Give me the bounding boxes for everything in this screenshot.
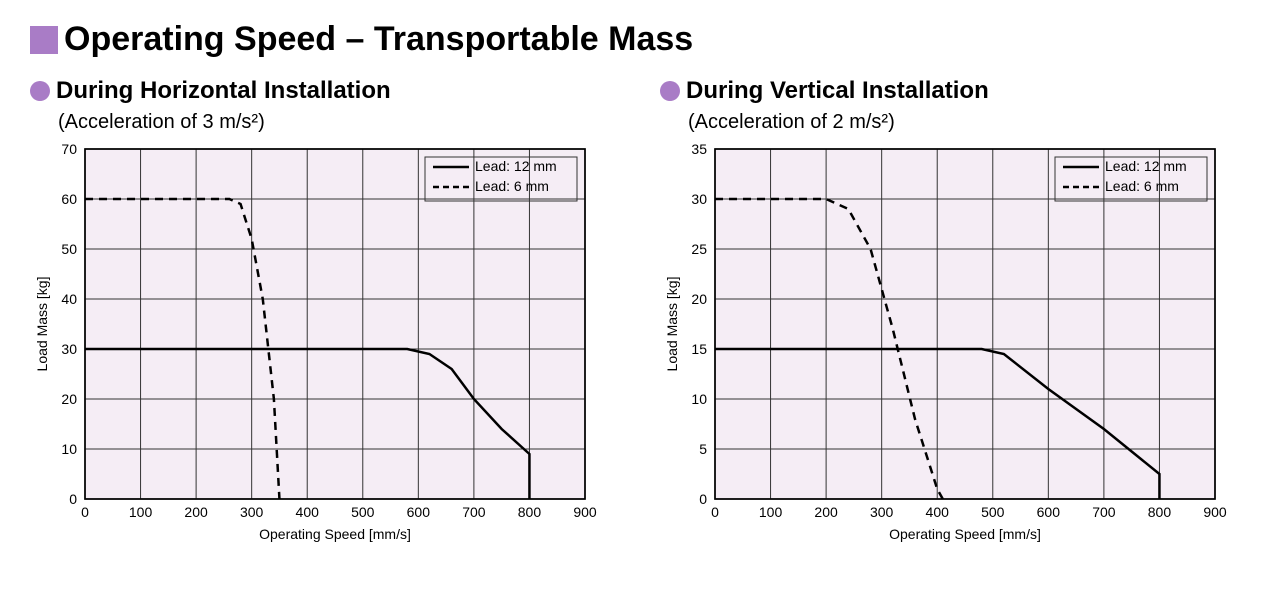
svg-text:10: 10	[61, 441, 77, 457]
charts-row: During Horizontal Installation (Accelera…	[30, 77, 1250, 564]
svg-text:Operating Speed [mm/s]: Operating Speed [mm/s]	[259, 526, 411, 542]
chart-panel-horizontal: During Horizontal Installation (Accelera…	[30, 77, 620, 564]
main-title-text: Operating Speed – Transportable Mass	[64, 20, 693, 59]
chart-horizontal: 0 100 200 300 400 500 600 700 800 900 0 10 20 30 40 50 6…	[30, 144, 620, 564]
svg-text:Load Mass [kg]: Load Mass [kg]	[34, 277, 50, 372]
svg-text:100: 100	[129, 504, 153, 520]
svg-text:600: 600	[1037, 504, 1061, 520]
svg-text:40: 40	[61, 291, 77, 307]
svg-text:0: 0	[81, 504, 89, 520]
svg-text:600: 600	[407, 504, 431, 520]
subtitle-horizontal: During Horizontal Installation	[30, 77, 620, 105]
bullet-icon	[660, 81, 680, 101]
svg-text:900: 900	[573, 504, 597, 520]
svg-text:20: 20	[691, 291, 707, 307]
chart-panel-vertical: During Vertical Installation (Accelerati…	[660, 77, 1250, 564]
subtitle-vertical: During Vertical Installation	[660, 77, 1250, 105]
svg-text:0: 0	[711, 504, 719, 520]
svg-text:15: 15	[691, 341, 707, 357]
svg-text:10: 10	[691, 391, 707, 407]
svg-text:50: 50	[61, 241, 77, 257]
svg-text:100: 100	[759, 504, 783, 520]
svg-text:Load Mass [kg]: Load Mass [kg]	[664, 277, 680, 372]
svg-text:35: 35	[691, 144, 707, 157]
accel-note-horizontal: (Acceleration of 3 m/s²)	[58, 111, 620, 134]
svg-text:800: 800	[1148, 504, 1172, 520]
svg-text:60: 60	[61, 191, 77, 207]
svg-text:400: 400	[926, 504, 950, 520]
chart-vertical: 0 100 200 300 400 500 600 700 800 900 0 5 10 15 20 25 30…	[660, 144, 1250, 564]
svg-text:400: 400	[296, 504, 320, 520]
svg-text:20: 20	[61, 391, 77, 407]
svg-text:300: 300	[240, 504, 264, 520]
svg-text:500: 500	[351, 504, 375, 520]
svg-text:30: 30	[61, 341, 77, 357]
svg-text:500: 500	[981, 504, 1005, 520]
svg-text:Lead: 12 mm: Lead: 12 mm	[1105, 158, 1187, 174]
svg-text:200: 200	[814, 504, 838, 520]
svg-text:700: 700	[1092, 504, 1116, 520]
svg-text:900: 900	[1203, 504, 1227, 520]
svg-text:700: 700	[462, 504, 486, 520]
title-square-icon	[30, 26, 58, 54]
svg-text:800: 800	[518, 504, 542, 520]
svg-text:300: 300	[870, 504, 894, 520]
svg-text:Lead: 12 mm: Lead: 12 mm	[475, 158, 557, 174]
svg-text:70: 70	[61, 144, 77, 157]
bullet-icon	[30, 81, 50, 101]
main-title: Operating Speed – Transportable Mass	[30, 20, 1250, 59]
svg-text:0: 0	[69, 491, 77, 507]
subtitle-text-vertical: During Vertical Installation	[686, 77, 989, 105]
svg-text:Lead: 6 mm: Lead: 6 mm	[475, 178, 549, 194]
svg-text:200: 200	[184, 504, 208, 520]
svg-text:30: 30	[691, 191, 707, 207]
subtitle-text-horizontal: During Horizontal Installation	[56, 77, 391, 105]
accel-note-vertical: (Acceleration of 2 m/s²)	[688, 111, 1250, 134]
svg-text:25: 25	[691, 241, 707, 257]
svg-text:Operating Speed [mm/s]: Operating Speed [mm/s]	[889, 526, 1041, 542]
svg-text:5: 5	[699, 441, 707, 457]
svg-text:0: 0	[699, 491, 707, 507]
svg-text:Lead: 6 mm: Lead: 6 mm	[1105, 178, 1179, 194]
